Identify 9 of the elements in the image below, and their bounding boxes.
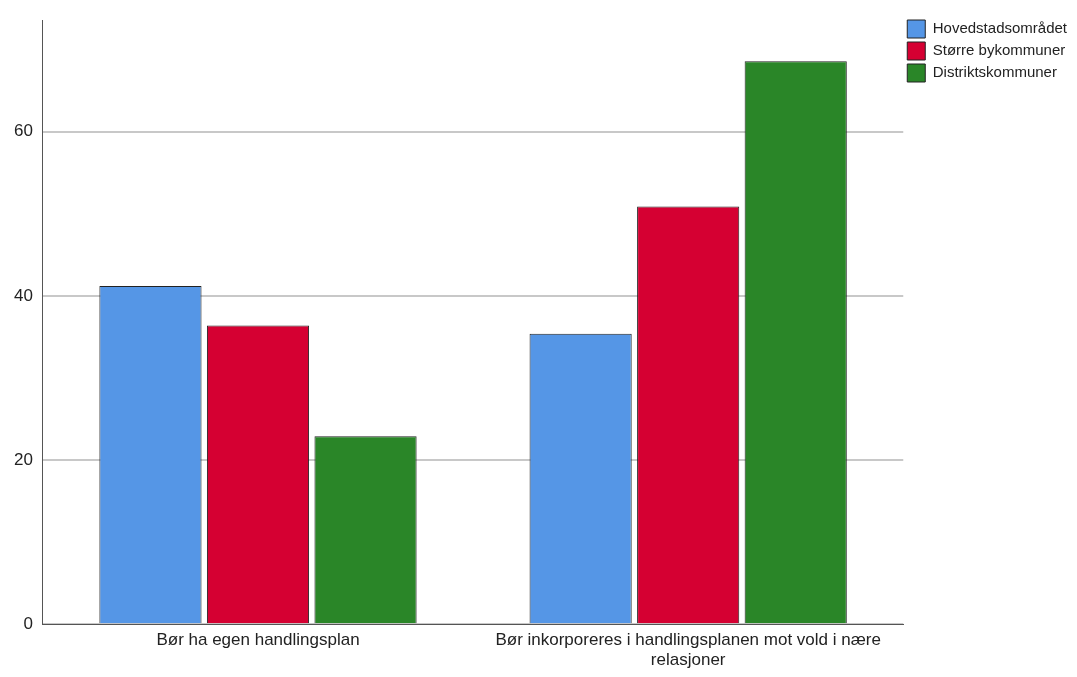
y-tick-label: 0 [23, 613, 33, 633]
y-tick-label: 20 [13, 449, 33, 469]
y-tick-label: 40 [13, 285, 33, 305]
legend-label: Hovedstadsområdet [932, 19, 1068, 37]
x-tick-label: Bør ha egen handlingsplan [156, 630, 360, 650]
legend-label: Distriktskommuner [932, 63, 1057, 81]
x-tick-label: Bør inkorporeres i handlingsplanen mot vold i nære relasjoner [495, 630, 881, 670]
legend-label: Større bykommuner [932, 41, 1066, 59]
y-tick-label: 60 [13, 121, 33, 141]
